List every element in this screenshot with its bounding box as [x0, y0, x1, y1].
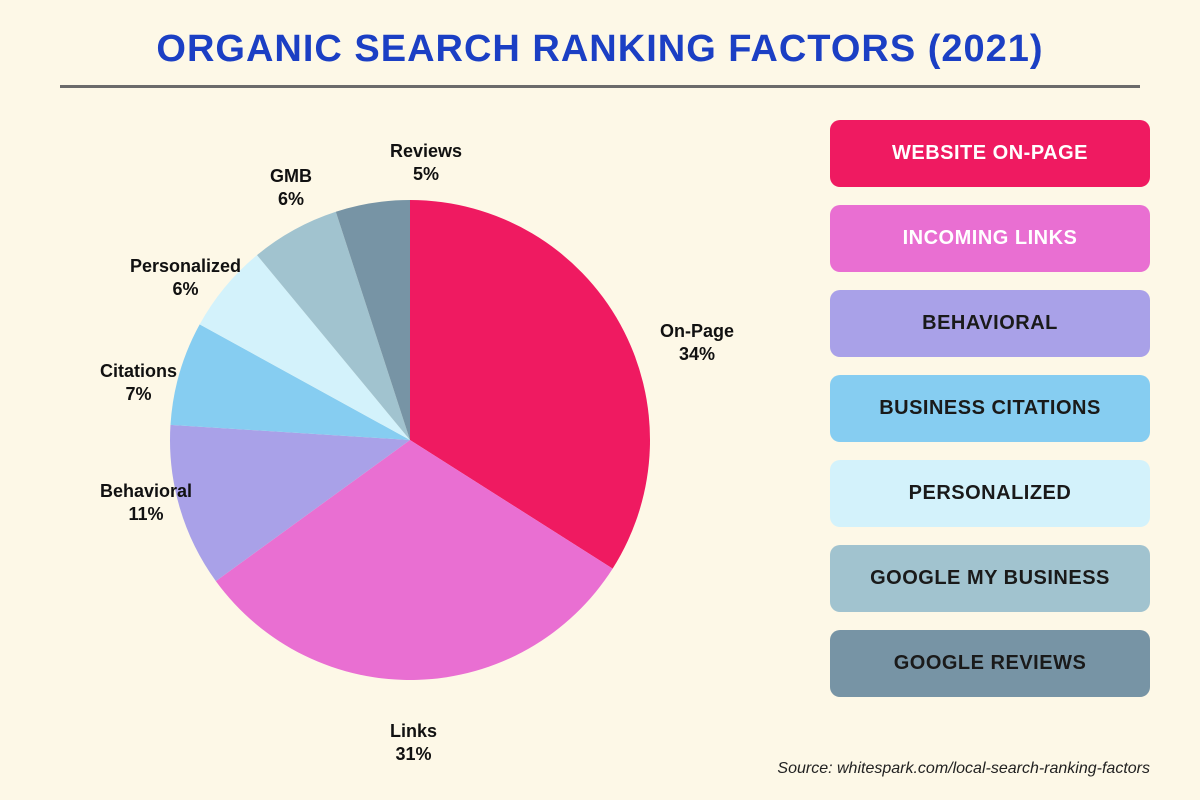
page-title: ORGANIC SEARCH RANKING FACTORS (2021)	[60, 0, 1140, 88]
slice-label-pct: 5%	[390, 163, 462, 186]
slice-label-pct: 6%	[130, 278, 241, 301]
pie-chart: On-Page34%Links31%Behavioral11%Citations…	[60, 110, 760, 760]
legend-item: BEHAVIORAL	[830, 290, 1150, 357]
slice-label: Links31%	[390, 720, 437, 765]
slice-label: Behavioral11%	[100, 480, 192, 525]
slice-label: Citations7%	[100, 360, 177, 405]
slice-label-pct: 7%	[100, 383, 177, 406]
legend-item: BUSINESS CITATIONS	[830, 375, 1150, 442]
slice-label: Reviews5%	[390, 140, 462, 185]
legend-item: INCOMING LINKS	[830, 205, 1150, 272]
slice-label-name: Links	[390, 720, 437, 743]
slice-label-pct: 34%	[660, 343, 734, 366]
slice-label: On-Page34%	[660, 320, 734, 365]
source-text: Source: whitespark.com/local-search-rank…	[777, 760, 1150, 778]
slice-label: Personalized6%	[130, 255, 241, 300]
slice-label: GMB6%	[270, 165, 312, 210]
slice-label-name: Reviews	[390, 140, 462, 163]
slice-label-pct: 31%	[390, 743, 437, 766]
slice-label-name: Personalized	[130, 255, 241, 278]
slice-label-name: On-Page	[660, 320, 734, 343]
slice-label-pct: 11%	[100, 503, 192, 526]
slice-label-name: Citations	[100, 360, 177, 383]
legend-item: WEBSITE ON-PAGE	[830, 120, 1150, 187]
slice-label-pct: 6%	[270, 188, 312, 211]
legend-item: GOOGLE REVIEWS	[830, 630, 1150, 697]
legend: WEBSITE ON-PAGE INCOMING LINKS BEHAVIORAL B…	[830, 120, 1150, 697]
slice-label-name: GMB	[270, 165, 312, 188]
legend-item: GOOGLE MY BUSINESS	[830, 545, 1150, 612]
legend-item: PERSONALIZED	[830, 460, 1150, 527]
slice-label-name: Behavioral	[100, 480, 192, 503]
